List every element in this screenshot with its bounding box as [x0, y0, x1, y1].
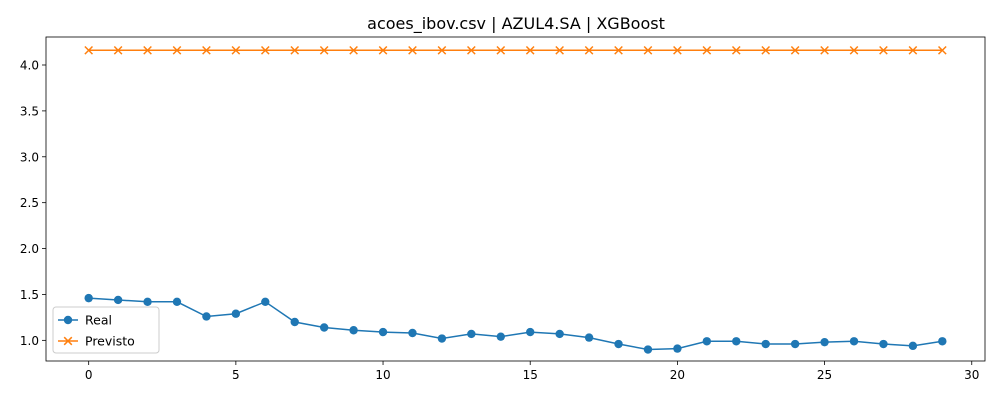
legend-label: Real	[85, 313, 112, 328]
data-point	[643, 45, 653, 55]
data-point	[614, 45, 623, 55]
data-point	[202, 45, 211, 55]
data-point	[496, 45, 506, 55]
x-tick-label: 15	[523, 368, 538, 382]
x-tick-label: 5	[232, 368, 240, 382]
series-previsto	[84, 45, 947, 55]
data-point	[525, 45, 535, 55]
data-point	[378, 45, 388, 55]
data-point	[378, 327, 388, 337]
x-axis: 0 5 10 15 20 25 30	[85, 361, 979, 382]
data-point	[496, 332, 505, 341]
y-tick-label: 2.5	[20, 196, 39, 210]
data-point	[467, 45, 476, 55]
y-tick-label: 3.0	[20, 150, 39, 164]
x-tick-label: 25	[817, 368, 832, 382]
data-point	[408, 45, 417, 55]
data-point	[584, 45, 594, 55]
data-point	[673, 45, 682, 55]
data-point	[84, 293, 93, 303]
data-point	[908, 45, 918, 55]
data-point	[673, 344, 682, 353]
data-point	[702, 337, 712, 346]
legend-marker	[63, 315, 73, 325]
data-point	[113, 295, 123, 305]
data-point	[349, 326, 358, 335]
data-point	[790, 339, 800, 349]
data-point	[614, 339, 623, 349]
data-point	[849, 337, 859, 346]
data-point	[908, 341, 918, 351]
data-point	[202, 312, 211, 321]
y-tick-label: 3.5	[20, 104, 39, 118]
data-point	[319, 323, 329, 332]
legend-marker	[63, 336, 73, 346]
legend-box	[52, 306, 160, 354]
data-point	[643, 345, 653, 354]
data-point	[290, 45, 300, 55]
data-point	[319, 45, 329, 55]
data-point	[790, 45, 800, 55]
x-tick-label: 30	[964, 368, 979, 382]
data-point	[437, 334, 447, 343]
legend-label: Previsto	[85, 334, 135, 349]
data-point	[879, 45, 888, 55]
y-tick-label: 1.0	[20, 334, 39, 348]
chart-title: acoes_ibov.csv | AZUL4.SA | XGBoost	[367, 14, 665, 34]
data-point	[143, 45, 152, 55]
data-point	[231, 45, 241, 55]
data-point	[938, 337, 947, 346]
y-tick-label: 4.0	[20, 58, 39, 72]
data-point	[731, 45, 741, 55]
data-point	[526, 327, 535, 337]
data-point	[113, 45, 123, 55]
data-point	[172, 297, 182, 306]
data-point	[879, 339, 888, 349]
data-point	[732, 337, 741, 346]
plot-series	[84, 45, 947, 354]
series-real	[84, 293, 947, 354]
data-point	[143, 297, 152, 306]
y-tick-label: 2.0	[20, 242, 39, 256]
data-point	[555, 329, 564, 339]
data-point	[84, 45, 94, 55]
data-point	[349, 45, 358, 55]
data-point	[290, 317, 299, 327]
plot-frame	[45, 36, 986, 362]
x-tick-label: 10	[375, 368, 390, 382]
data-point	[761, 45, 771, 55]
x-tick-label: 0	[85, 368, 93, 382]
data-point	[260, 45, 270, 55]
data-point	[467, 329, 476, 339]
data-point	[231, 309, 241, 318]
x-tick-label: 20	[670, 368, 685, 382]
y-tick-label: 1.5	[20, 288, 39, 302]
data-point	[172, 45, 182, 55]
data-point	[555, 45, 564, 55]
data-point	[849, 45, 859, 55]
data-point	[437, 45, 447, 55]
data-point	[408, 328, 417, 338]
data-point	[702, 45, 712, 55]
data-point	[261, 297, 270, 306]
legend: Real Previsto	[52, 306, 160, 354]
data-point	[584, 333, 594, 342]
data-point	[820, 337, 829, 347]
y-axis: 1.0 1.5 2.0 2.5 3.0 3.5 4.0	[20, 58, 46, 348]
series-line-real	[88, 297, 943, 351]
data-point	[820, 45, 829, 55]
data-point	[761, 339, 770, 349]
data-point	[937, 45, 947, 55]
